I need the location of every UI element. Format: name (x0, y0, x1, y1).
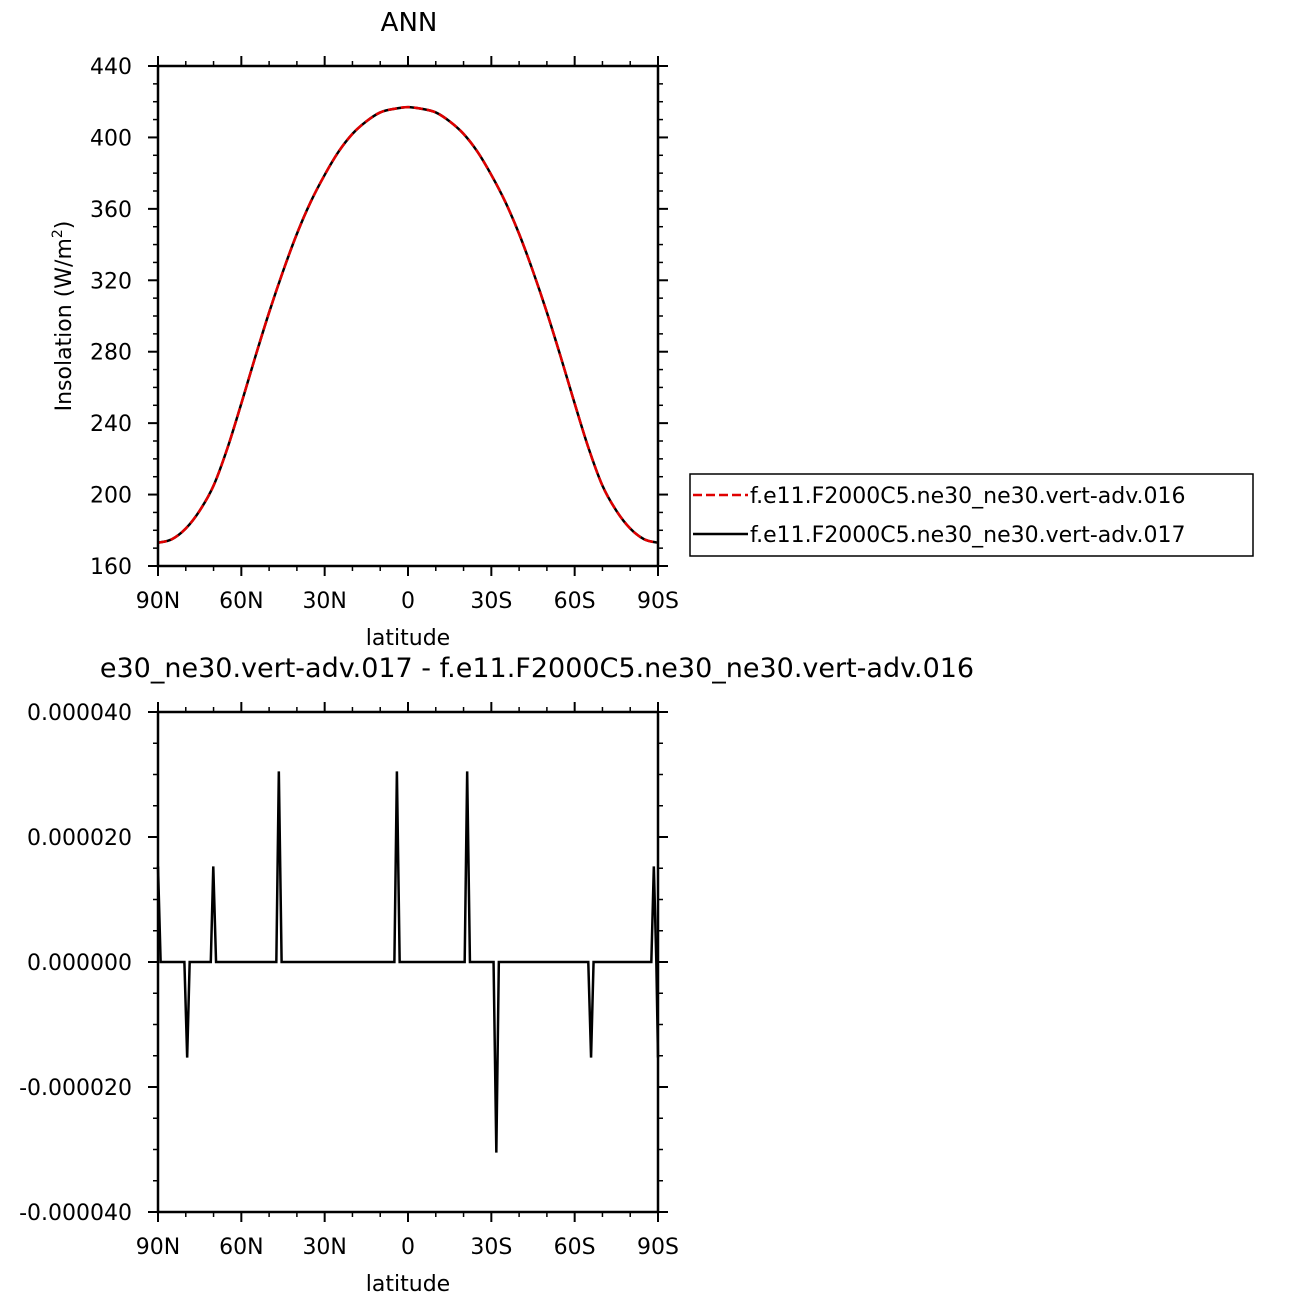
top-y-axis-label: Insolation (W/m2) (50, 221, 77, 412)
x-tick-label-4: 30S (470, 1235, 512, 1260)
top-plot-frame (156, 64, 660, 568)
x-tick-label-5: 60S (554, 589, 596, 614)
y-tick-label-0: 440 (90, 55, 132, 80)
bottom-x-axis-label: latitude (366, 1272, 450, 1297)
series-line-017 (157, 105, 659, 545)
x-tick-label-0: 90N (136, 589, 180, 614)
y-tick-label-3: -0.000020 (19, 1076, 132, 1101)
x-tick-label-6: 90S (637, 589, 679, 614)
bottom-y-tick-labels: 0.000040 0.000020 0.000000 -0.000020 -0.0000… (19, 701, 132, 1226)
y-tick-label-5: 240 (90, 412, 132, 437)
x-tick-label-2: 30N (302, 589, 346, 614)
y-tick-label-3: 320 (90, 269, 132, 294)
x-tick-label-4: 30S (470, 589, 512, 614)
top-x-tick-labels: 90N 60N 30N 0 30S 60S 90S (136, 589, 679, 614)
difference-panel: e30_ne30.vert-adv.017 - f.e11.F2000C5.ne… (19, 653, 974, 1297)
top-chart-title: ANN (381, 8, 438, 38)
y-tick-label-0: 0.000040 (27, 701, 132, 726)
x-tick-label-1: 60N (219, 589, 263, 614)
bottom-tick-marks (148, 702, 668, 1222)
y-tick-label-6: 200 (90, 484, 132, 509)
y-tick-label-4: -0.000040 (19, 1201, 132, 1226)
legend-box (689, 473, 1254, 557)
x-tick-label-3: 0 (401, 589, 415, 614)
bottom-chart-title: e30_ne30.vert-adv.017 - f.e11.F2000C5.ne… (100, 653, 974, 684)
y-tick-label-1: 0.000020 (27, 826, 132, 851)
top-series-lines (157, 105, 659, 545)
y-tick-label-1: 400 (90, 126, 132, 151)
y-tick-label-2: 360 (90, 198, 132, 223)
legend: f.e11.F2000C5.ne30_ne30.vert-adv.016 f.e… (689, 473, 1254, 557)
y-tick-label-4: 280 (90, 341, 132, 366)
bottom-series-lines (156, 771, 660, 1153)
x-tick-label-6: 90S (637, 1235, 679, 1260)
x-tick-label-5: 60S (554, 1235, 596, 1260)
x-tick-label-3: 0 (401, 1235, 415, 1260)
x-tick-label-2: 30N (302, 1235, 346, 1260)
top-y-tick-labels: 440 400 360 320 280 240 200 160 (90, 55, 132, 580)
difference-line (156, 771, 660, 1153)
bottom-x-tick-labels: 90N 60N 30N 0 30S 60S 90S (136, 1235, 679, 1260)
legend-label-016: f.e11.F2000C5.ne30_ne30.vert-adv.016 (750, 484, 1186, 509)
series-line-016 (157, 105, 659, 545)
y-tick-label-2: 0.000000 (27, 951, 132, 976)
x-tick-label-1: 60N (219, 1235, 263, 1260)
insolation-panel: ANN 90N 60N 30N 0 30S 60S 90S 440 400 360 320 280 2… (50, 8, 1254, 651)
y-tick-label-7: 160 (90, 555, 132, 580)
legend-label-017: f.e11.F2000C5.ne30_ne30.vert-adv.017 (750, 523, 1186, 548)
x-tick-label-0: 90N (136, 1235, 180, 1260)
top-tick-marks (148, 56, 668, 576)
top-x-axis-label: latitude (366, 626, 450, 651)
